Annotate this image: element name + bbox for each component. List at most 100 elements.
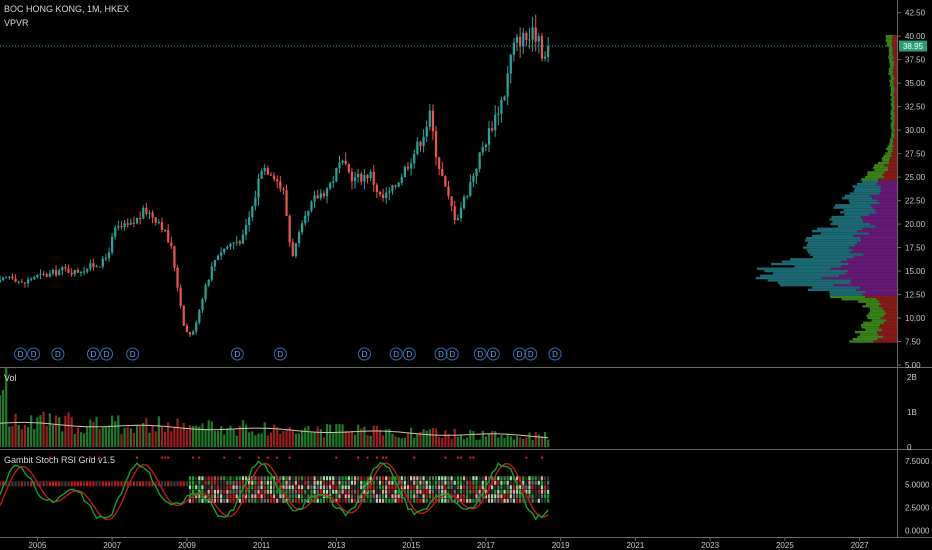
stoch-grid-cell bbox=[257, 498, 260, 503]
vp-down-bar bbox=[894, 119, 897, 122]
stoch-grid-cell bbox=[547, 498, 550, 503]
volume-bar bbox=[357, 424, 360, 447]
stoch-grid-cell bbox=[61, 481, 64, 487]
stoch-grid-cell bbox=[447, 498, 450, 503]
candle-body bbox=[519, 36, 522, 47]
dividend-icon bbox=[548, 347, 562, 361]
stoch-grid-cell bbox=[350, 476, 354, 481]
candle-body bbox=[388, 191, 391, 193]
candle-body bbox=[48, 273, 51, 277]
stoch-grid-cell bbox=[226, 485, 229, 490]
candle-body bbox=[431, 110, 435, 132]
vp-down-bar bbox=[855, 244, 897, 247]
stoch-grid-cell bbox=[238, 480, 241, 485]
volume-bar bbox=[70, 416, 73, 447]
stoch-grid-cell bbox=[397, 489, 400, 494]
volume-pane[interactable]: Vol bbox=[0, 367, 550, 447]
volume-bar bbox=[360, 428, 363, 447]
vp-up-bar bbox=[755, 276, 822, 280]
candle-body bbox=[210, 266, 213, 280]
vp-down-bar bbox=[882, 335, 897, 338]
vp-down-bar bbox=[892, 44, 897, 47]
candle-body bbox=[98, 266, 101, 268]
vp-up-bar bbox=[834, 204, 871, 207]
stoch-grid-cell bbox=[469, 489, 472, 494]
stoch-grid-cell bbox=[294, 476, 297, 481]
stoch-grid-cell bbox=[540, 494, 544, 499]
stoch-grid-cell bbox=[540, 485, 544, 490]
dividend-label: D bbox=[130, 350, 136, 359]
candle-body bbox=[73, 269, 76, 275]
stoch-grid-cell bbox=[325, 480, 329, 485]
candle-body bbox=[428, 110, 431, 127]
vp-down-bar bbox=[879, 300, 897, 303]
stoch-grid-cell bbox=[353, 476, 357, 481]
stoch-grid-cell bbox=[494, 480, 497, 485]
volume-bar bbox=[251, 431, 254, 447]
stoch-grid-cell bbox=[512, 485, 516, 490]
stoch-grid-cell bbox=[220, 485, 223, 490]
candle-body bbox=[329, 183, 332, 189]
stoch-grid-cell bbox=[5, 481, 8, 487]
stoch-grid-cell bbox=[375, 489, 378, 494]
stoch-grid-cell bbox=[232, 485, 235, 490]
candle-body bbox=[347, 163, 350, 172]
volume-bar bbox=[288, 427, 291, 447]
stoch-grid-cell bbox=[484, 489, 487, 494]
vp-up-bar bbox=[832, 220, 864, 223]
stoch-grid-cell bbox=[294, 494, 297, 499]
dividend-label: D bbox=[528, 350, 534, 359]
candle-body bbox=[459, 208, 463, 219]
stoch-grid-cell bbox=[378, 494, 382, 499]
stoch-grid-cell bbox=[347, 476, 350, 481]
time-tick-label: 2007 bbox=[103, 541, 121, 550]
vp-down-bar bbox=[893, 110, 897, 113]
stoch-grid-cell bbox=[335, 489, 338, 494]
volume-bar bbox=[20, 429, 23, 447]
candle-body bbox=[425, 126, 428, 137]
price-pane[interactable] bbox=[0, 14, 897, 337]
volume-bar bbox=[220, 426, 223, 447]
stoch-grid-cell bbox=[226, 494, 229, 499]
candle-body bbox=[61, 267, 64, 271]
stoch-grid-cell bbox=[519, 494, 522, 499]
volume-bar bbox=[394, 436, 397, 447]
stoch-grid-cell bbox=[42, 481, 45, 487]
vp-down-bar bbox=[886, 319, 897, 322]
stoch-grid-cell bbox=[64, 481, 67, 487]
stoch-grid-cell bbox=[232, 489, 235, 494]
stoch-grid-cell bbox=[416, 498, 419, 503]
stoch-grid-cell bbox=[534, 485, 537, 490]
candle-body bbox=[422, 136, 425, 147]
stoch-grid-cell bbox=[425, 480, 428, 485]
dividend-icon bbox=[473, 347, 487, 361]
stoch-grid-cell bbox=[335, 494, 338, 499]
stoch-grid-cell bbox=[503, 494, 506, 499]
stoch-grid-cell bbox=[394, 476, 397, 481]
stoch-grid-cell bbox=[466, 480, 469, 485]
stoch-grid-cell bbox=[447, 489, 450, 494]
volume-bar bbox=[126, 426, 129, 447]
stoch-grid-cell bbox=[360, 498, 363, 503]
volume-bar bbox=[512, 439, 516, 447]
vp-down-bar bbox=[873, 340, 897, 343]
volume-profile bbox=[755, 35, 897, 343]
stoch-grid-cell bbox=[313, 485, 316, 490]
stoch-grid-cell bbox=[185, 481, 188, 487]
stoch-grid-cell bbox=[313, 489, 316, 494]
candle-body bbox=[332, 181, 335, 184]
stoch-grid-cell bbox=[428, 476, 431, 481]
dividend-label: D bbox=[234, 350, 240, 359]
stoch-grid-cell bbox=[316, 485, 319, 490]
stoch-grid-cell bbox=[26, 481, 30, 487]
stoch-grid-cell bbox=[450, 476, 453, 481]
stoch-grid-cell bbox=[254, 494, 257, 499]
stoch-signal-dot bbox=[375, 456, 378, 459]
candle-body bbox=[307, 210, 310, 216]
dividend-label: D bbox=[362, 350, 368, 359]
volume-bar bbox=[26, 426, 30, 447]
stoch-rsi-pane[interactable]: Gambit Stoch RSI Grid v1.5 bbox=[0, 455, 550, 521]
vp-down-bar bbox=[848, 262, 897, 266]
stoch-grid-cell bbox=[257, 485, 260, 490]
